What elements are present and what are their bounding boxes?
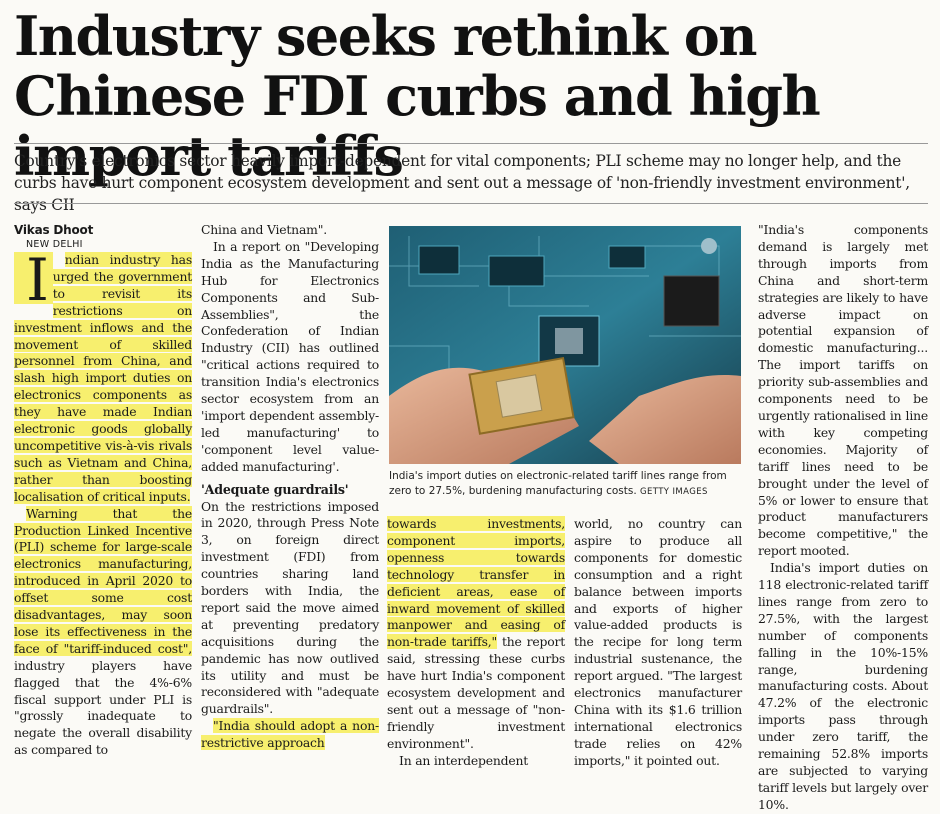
headline-rule xyxy=(14,143,928,144)
pli-text: industry players have flagged that the 4… xyxy=(14,657,192,758)
photo-chip xyxy=(389,226,741,464)
column-3: towards investments, component imports, … xyxy=(387,516,565,770)
lead-text: ndian industry has urged the government … xyxy=(14,252,192,504)
caption-text: India's import duties on electronic-rela… xyxy=(389,470,727,497)
paragraph-openness: towards investments, component imports, … xyxy=(387,516,565,753)
standfirst: Country's electronics sector heavily imp… xyxy=(14,152,910,214)
column-5: "India's components demand is largely me… xyxy=(758,222,928,814)
subhead-guardrails: 'Adequate guardrails' xyxy=(201,481,349,497)
paragraph-balance: world, no country can aspire to produce … xyxy=(574,516,742,768)
paragraph-import-duties: India's import duties on 118 electronic-… xyxy=(758,560,928,812)
dateline: NEW DELHI xyxy=(26,239,83,250)
paragraph-press-note: On the restrictions imposed in 2020, thr… xyxy=(201,498,379,717)
paragraph-quote: "India should adopt a non-restrictive ap… xyxy=(201,718,379,752)
pli-highlight: Warning that the Production Linked Incen… xyxy=(14,505,192,656)
paragraph-interdependent: In an interdependent xyxy=(399,752,529,768)
drop-cap: I xyxy=(14,251,53,309)
standfirst-rule xyxy=(14,203,928,204)
column-2: China and Vietnam". In a report on "Deve… xyxy=(201,222,379,752)
headline: Industry seeks rethink on Chinese FDI cu… xyxy=(14,4,821,188)
col2-carryover: China and Vietnam". xyxy=(201,222,327,237)
paragraph-components-demand: "India's components demand is largely me… xyxy=(758,222,928,559)
byline: Vikas Dhoot xyxy=(14,223,94,237)
cpu-chip-photo xyxy=(389,226,741,464)
photo-caption: India's import duties on electronic-rela… xyxy=(389,469,741,500)
paragraph-cii-report: In a report on "Developing India as the … xyxy=(201,238,379,474)
quote-highlight: "India should adopt a non-restrictive ap… xyxy=(201,718,379,751)
paragraph-pli: Warning that the Production Linked Incen… xyxy=(14,505,192,760)
openness-highlight: towards investments, component imports, … xyxy=(387,516,565,650)
photo-credit: GETTY IMAGES xyxy=(640,487,708,497)
openness-text: the report said, stressing these curbs h… xyxy=(387,634,565,751)
column-4: world, no country can aspire to produce … xyxy=(574,516,742,770)
